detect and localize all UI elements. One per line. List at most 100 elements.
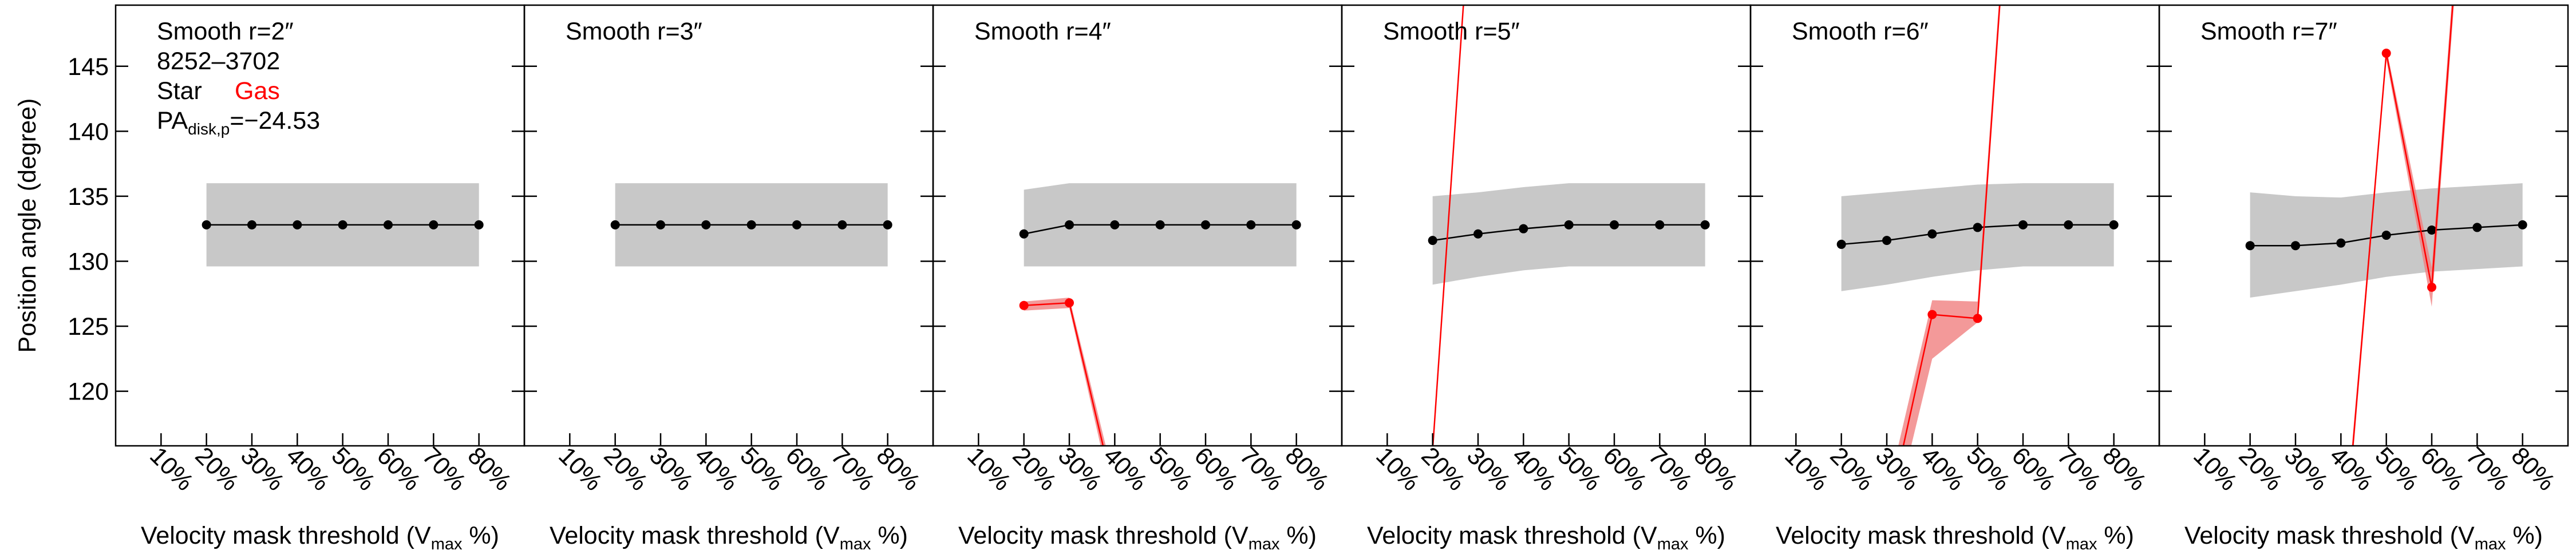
panel-title: Smooth r=3″	[566, 18, 702, 45]
x-tick-label: 30%	[235, 442, 290, 496]
x-tick-label: 60%	[780, 442, 835, 496]
x-axis-label-sub: max	[840, 535, 871, 553]
x-tick-label: 80%	[463, 442, 517, 496]
x-tick-label: 20%	[599, 442, 653, 496]
x-tick-label: 80%	[2506, 442, 2561, 496]
data-line	[1902, 5, 2001, 446]
data-point	[2064, 220, 2073, 229]
x-tick-label: 10%	[1370, 442, 1425, 496]
x-tick-label: 50%	[1552, 442, 1607, 496]
x-tick-label: 20%	[1416, 442, 1471, 496]
x-tick-label: 80%	[1689, 442, 1743, 496]
error-band	[1024, 298, 1106, 446]
x-axis-label-sub: max	[1249, 535, 1280, 553]
panel-title: Smooth r=7″	[2200, 18, 2337, 45]
x-axis-label-sub: max	[2475, 535, 2506, 553]
x-tick-label: 60%	[2415, 442, 2470, 496]
error-band	[1432, 183, 1705, 285]
data-point	[1973, 314, 1982, 323]
x-axis-label: Velocity mask threshold (Vmax %)	[958, 522, 1317, 553]
data-point	[1973, 223, 1982, 232]
x-tick-label: 10%	[2188, 442, 2242, 496]
annotation: PAdisk,p=−24.53	[157, 107, 320, 138]
data-point	[837, 220, 847, 229]
legend-entry: Gas	[235, 77, 280, 105]
x-tick-label: 70%	[1234, 442, 1289, 496]
panel: 10%20%30%40%50%60%70%80% Smooth r=4″ Veloc…	[932, 4, 1343, 553]
x-tick-label: 50%	[326, 442, 381, 496]
y-axis-label: Position angle (degree)	[14, 98, 41, 353]
y-tick-label: 130	[68, 248, 109, 275]
y-tick-label: 140	[68, 118, 109, 145]
x-axis-label-tail: %)	[2097, 522, 2134, 549]
x-tick-label: 30%	[1053, 442, 1107, 496]
x-tick-label: 70%	[1643, 442, 1697, 496]
data-point	[1700, 220, 1710, 229]
data-point	[883, 220, 892, 229]
y-tick-label: 120	[68, 378, 109, 406]
data-point	[1655, 220, 1665, 229]
data-point	[1110, 220, 1120, 229]
plot-area	[1836, 5, 2119, 446]
data-point	[1065, 220, 1074, 229]
data-point	[1564, 220, 1574, 229]
panel-title: Smooth r=4″	[974, 18, 1111, 45]
panel-title: Smooth r=5″	[1383, 18, 1520, 45]
data-point	[610, 220, 620, 229]
legend-entry: Star	[157, 77, 202, 105]
data-point	[2427, 282, 2436, 292]
x-tick-label: 40%	[1915, 442, 1970, 496]
data-point	[429, 220, 438, 229]
data-point	[792, 220, 801, 229]
data-point	[701, 220, 711, 229]
x-axis-label-text: Velocity mask threshold (V	[141, 522, 431, 549]
panel: 10%20%30%40%50%60%70%80% Smooth r=7″ Veloc…	[2158, 4, 2569, 553]
x-tick-label: 30%	[1461, 442, 1516, 496]
data-point	[1201, 220, 1210, 229]
panel-title: Smooth r=2″	[157, 18, 294, 45]
plot-area	[1019, 183, 1301, 446]
data-point	[1882, 236, 1891, 246]
x-tick-label: 60%	[372, 442, 426, 496]
panel: 12012513013514014510%20%30%40%50%60%70%8…	[14, 4, 526, 553]
x-axis-label-sub: max	[1657, 535, 1689, 553]
x-tick-label: 40%	[1507, 442, 1561, 496]
x-axis-label-tail: %)	[1688, 522, 1725, 549]
panel-title: Smooth r=6″	[1792, 18, 1929, 45]
x-tick-label: 70%	[2052, 442, 2106, 496]
x-tick-label: 10%	[553, 442, 607, 496]
panel: 10%20%30%40%50%60%70%80% Smooth r=6″ Veloc…	[1749, 4, 2160, 553]
data-point	[2245, 241, 2255, 251]
data-point	[1927, 310, 1937, 319]
data-point	[1927, 229, 1937, 239]
error-band	[2250, 183, 2523, 298]
x-tick-label: 10%	[1779, 442, 1834, 496]
data-point	[293, 220, 302, 229]
axes-frame	[2158, 4, 2569, 447]
panel: 10%20%30%40%50%60%70%80% Smooth r=3″ Veloc…	[523, 4, 934, 553]
error-band	[1841, 183, 2114, 291]
x-axis-label-text: Velocity mask threshold (V	[2184, 522, 2475, 549]
annotation-text: PA	[157, 107, 188, 134]
x-tick-label: 80%	[871, 442, 926, 496]
x-axis-label-sub: max	[2066, 535, 2097, 553]
y-tick-label: 145	[68, 53, 109, 81]
y-tick-label: 135	[68, 183, 109, 211]
x-tick-label: 20%	[1825, 442, 1879, 496]
x-axis-label: Velocity mask threshold (Vmax %)	[2184, 522, 2543, 553]
panel: 10%20%30%40%50%60%70%80% Smooth r=5″ Veloc…	[1341, 4, 1752, 553]
data-point	[474, 220, 484, 229]
x-axis-label: Velocity mask threshold (Vmax %)	[141, 522, 499, 553]
plot-area	[1428, 5, 1710, 446]
data-point	[2472, 223, 2482, 232]
x-tick-label: 50%	[1961, 442, 2016, 496]
data-point	[2291, 241, 2300, 251]
data-point	[2381, 231, 2391, 240]
x-tick-label: 70%	[825, 442, 880, 496]
y-tick-label: 125	[68, 313, 109, 341]
x-axis-label-tail: %)	[2506, 522, 2543, 549]
data-point	[1473, 229, 1483, 239]
x-tick-label: 30%	[1870, 442, 1925, 496]
data-point	[2381, 49, 2391, 58]
